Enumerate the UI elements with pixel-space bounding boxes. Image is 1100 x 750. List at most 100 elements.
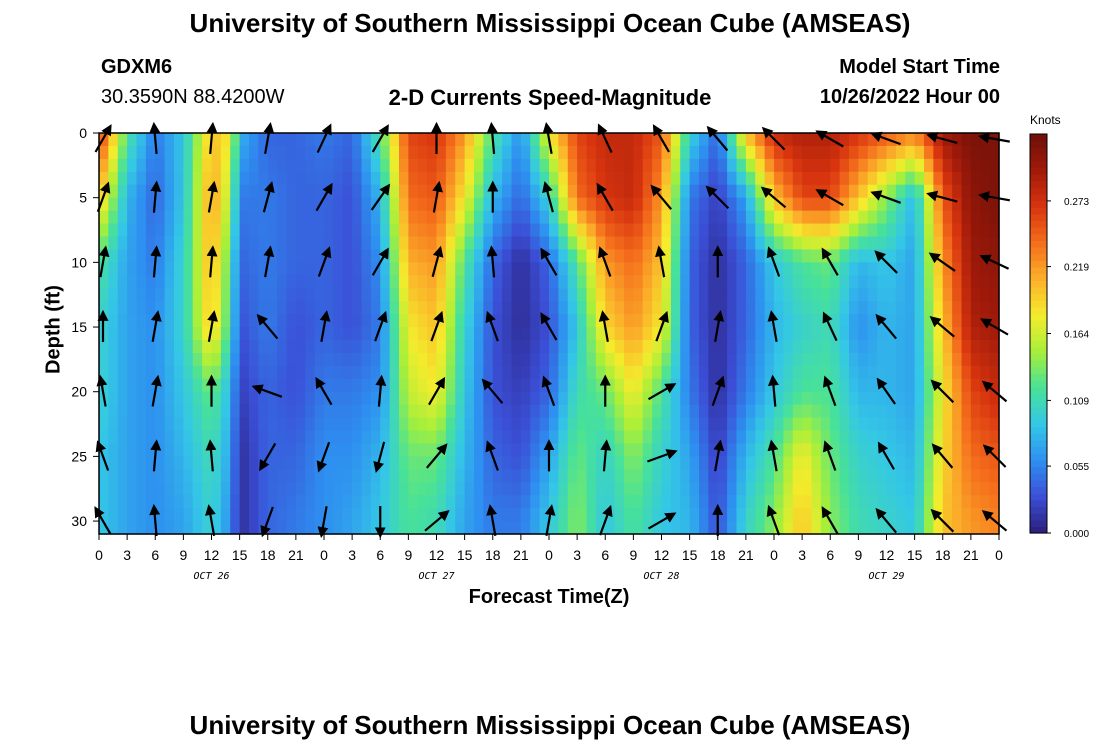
heatmap-cell xyxy=(520,508,531,522)
heatmap-cell xyxy=(483,430,494,445)
heatmap-cell xyxy=(914,417,925,432)
heatmap-cell xyxy=(774,314,784,328)
heatmap-cell xyxy=(211,495,222,509)
heatmap-cell xyxy=(127,133,138,147)
heatmap-cell xyxy=(202,184,213,199)
heatmap-cell xyxy=(820,210,831,225)
heatmap-cell xyxy=(417,236,428,251)
heatmap-cell xyxy=(605,352,616,367)
heatmap-cell xyxy=(586,236,597,251)
heatmap-cell xyxy=(933,236,944,251)
heatmap-cell xyxy=(445,275,456,289)
heatmap-cell xyxy=(324,133,334,147)
heatmap-cell xyxy=(849,365,859,380)
heatmap-cell xyxy=(136,262,147,276)
heatmap-cell xyxy=(445,249,456,263)
heatmap-cell xyxy=(830,430,841,445)
heatmap-cell xyxy=(774,352,784,367)
heatmap-cell xyxy=(352,352,363,367)
heatmap-cell xyxy=(680,301,691,315)
heatmap-cell xyxy=(108,301,119,315)
heatmap-cell xyxy=(849,417,859,432)
heatmap-cell xyxy=(136,145,147,160)
colorbar-swatch xyxy=(1030,326,1047,335)
heatmap-cell xyxy=(905,521,916,535)
heatmap-cell xyxy=(408,456,419,470)
heatmap-cell xyxy=(492,327,503,341)
heatmap-cell xyxy=(136,249,147,263)
heatmap-cell xyxy=(877,223,888,238)
heatmap-cell xyxy=(567,314,578,328)
heatmap-cell xyxy=(389,171,400,186)
heatmap-cell xyxy=(220,404,231,419)
colorbar-swatch xyxy=(1030,286,1047,295)
heatmap-cell xyxy=(624,339,634,354)
heatmap-cell xyxy=(164,391,175,406)
heatmap-cell xyxy=(558,314,569,328)
heatmap-cell xyxy=(464,158,475,173)
heatmap-cell xyxy=(783,314,794,328)
heatmap-cell xyxy=(511,145,522,160)
heatmap-cell xyxy=(183,210,194,225)
heatmap-cell xyxy=(492,508,503,522)
heatmap-cell xyxy=(680,521,691,535)
heatmap-cell xyxy=(389,223,400,238)
heatmap-cell xyxy=(108,495,119,509)
heatmap-cell xyxy=(558,301,569,315)
heatmap-cell xyxy=(192,275,203,289)
heatmap-cell xyxy=(164,327,175,341)
heatmap-cell xyxy=(145,262,156,276)
heatmap-cell xyxy=(211,430,222,445)
heatmap-cell xyxy=(145,327,156,341)
heatmap-cell xyxy=(520,378,531,393)
heatmap-cell xyxy=(595,301,606,315)
heatmap-cell xyxy=(99,223,109,238)
heatmap-cell xyxy=(155,482,166,496)
heatmap-cell xyxy=(399,184,409,199)
heatmap-cell xyxy=(220,352,231,367)
heatmap-cell xyxy=(633,301,644,315)
heatmap-cell xyxy=(483,521,494,535)
heatmap-cell xyxy=(905,275,916,289)
heatmap-cell xyxy=(511,262,522,276)
heatmap-cell xyxy=(164,352,175,367)
heatmap-cell xyxy=(192,327,203,341)
heatmap-cell xyxy=(295,133,306,147)
heatmap-cell xyxy=(633,288,644,302)
heatmap-cell xyxy=(492,495,503,509)
heatmap-cell xyxy=(145,145,156,160)
heatmap-cell xyxy=(127,352,138,367)
heatmap-cell xyxy=(877,158,888,173)
heatmap-cell xyxy=(183,223,194,238)
colorbar-swatch xyxy=(1030,193,1047,202)
colorbar-swatch xyxy=(1030,160,1047,168)
heatmap-cell xyxy=(642,378,653,393)
heatmap-cell xyxy=(399,145,409,160)
heatmap-cell xyxy=(277,352,288,367)
heatmap-cell xyxy=(811,210,822,225)
heatmap-cell xyxy=(802,223,813,238)
heatmap-cell xyxy=(858,288,869,302)
heatmap-cell xyxy=(802,145,813,160)
current-vector-arrow xyxy=(815,130,844,148)
heatmap-cell xyxy=(736,365,747,380)
heatmap-cell xyxy=(436,223,447,238)
heatmap-cell xyxy=(895,171,906,186)
heatmap-cell xyxy=(136,197,147,212)
x-tick-label: 3 xyxy=(348,547,356,563)
heatmap-cell xyxy=(895,249,906,263)
heatmap-cell xyxy=(624,171,634,186)
heatmap-cell xyxy=(399,469,409,483)
heatmap-cell xyxy=(445,197,456,212)
heatmap-cell xyxy=(605,288,616,302)
heatmap-cell xyxy=(924,301,934,315)
heatmap-cell xyxy=(370,236,381,251)
current-vector-arrow xyxy=(150,245,162,278)
heatmap-cell xyxy=(361,404,372,419)
heatmap-cell xyxy=(849,378,859,393)
heatmap-cell xyxy=(839,262,850,276)
heatmap-cell xyxy=(680,210,691,225)
x-tick-label: 3 xyxy=(798,547,806,563)
heatmap-cell xyxy=(699,158,709,173)
heatmap-cell xyxy=(680,443,691,457)
